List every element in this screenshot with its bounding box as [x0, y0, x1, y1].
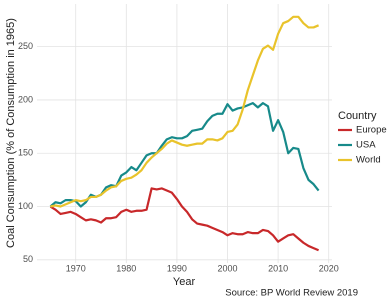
x-tick-label: 2020 — [319, 263, 339, 273]
legend-title: Country — [338, 110, 377, 122]
line-series — [49, 187, 320, 252]
y-tick-label: 100 — [18, 201, 33, 211]
x-tick-label: 1970 — [66, 263, 86, 273]
x-tick-label: 1980 — [116, 263, 136, 273]
y-tick-label: 150 — [18, 148, 33, 158]
y-tick-label: 250 — [18, 41, 33, 51]
x-tick-label: 1990 — [167, 263, 187, 273]
y-tick-label: 50 — [23, 254, 33, 264]
caption: Source: BP World Review 2019 — [225, 288, 358, 299]
y-axis-title: Coal Consumption (% of Consumption in 19… — [5, 18, 17, 248]
x-tick-label: 2000 — [217, 263, 237, 273]
line-series — [50, 15, 320, 208]
y-tick-label: 200 — [18, 94, 33, 104]
legend-label: Europe — [356, 125, 387, 136]
legend-label: USA — [356, 140, 376, 151]
x-axis-title: Year — [173, 276, 196, 288]
x-tick-label: 2010 — [268, 263, 288, 273]
legend-label: World — [356, 155, 381, 166]
